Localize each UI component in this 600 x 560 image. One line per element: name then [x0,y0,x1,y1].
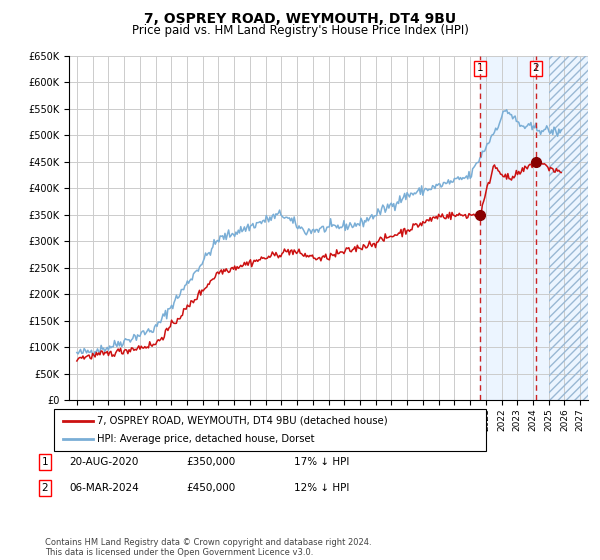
Text: 12% ↓ HPI: 12% ↓ HPI [294,483,349,493]
Text: 1: 1 [477,63,484,73]
Bar [548,56,588,400]
Text: £450,000: £450,000 [186,483,235,493]
Text: Contains HM Land Registry data © Crown copyright and database right 2024.
This d: Contains HM Land Registry data © Crown c… [45,538,371,557]
Text: £350,000: £350,000 [186,457,235,467]
Bar [480,56,588,400]
Text: 06-MAR-2024: 06-MAR-2024 [69,483,139,493]
Text: 2: 2 [41,483,49,493]
Text: HPI: Average price, detached house, Dorset: HPI: Average price, detached house, Dors… [97,435,314,445]
Text: 7, OSPREY ROAD, WEYMOUTH, DT4 9BU (detached house): 7, OSPREY ROAD, WEYMOUTH, DT4 9BU (detac… [97,416,388,426]
Text: 1: 1 [41,457,49,467]
Text: 17% ↓ HPI: 17% ↓ HPI [294,457,349,467]
Text: 2: 2 [532,63,539,73]
Text: 7, OSPREY ROAD, WEYMOUTH, DT4 9BU: 7, OSPREY ROAD, WEYMOUTH, DT4 9BU [144,12,456,26]
Text: Price paid vs. HM Land Registry's House Price Index (HPI): Price paid vs. HM Land Registry's House … [131,24,469,36]
Text: 20-AUG-2020: 20-AUG-2020 [69,457,139,467]
